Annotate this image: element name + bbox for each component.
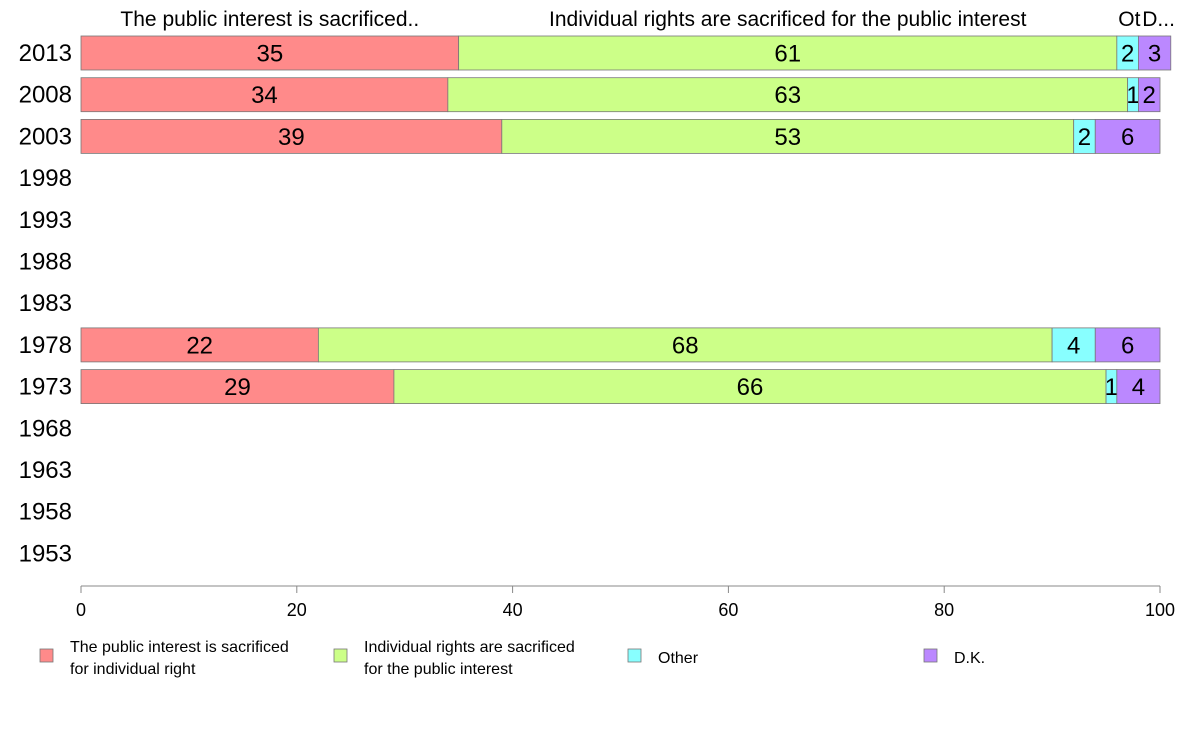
bar-value-label: 22 [186,332,213,359]
year-label: 1958 [19,499,72,526]
year-label: 1953 [19,540,72,567]
x-tick-label: 80 [934,600,954,620]
legend-swatch [627,648,642,663]
legend-label: The public interest is sacrificed [70,639,289,656]
bar-segment [80,77,449,113]
bar-segment [80,119,503,154]
year-label: 1968 [19,415,72,442]
bar-segment [80,369,395,405]
bar-value-label: 1 [1126,82,1139,109]
bar-segment [1138,77,1161,113]
bar-segment [501,119,1075,154]
bar-value-label: 4 [1067,332,1080,359]
bar-value-label: 63 [774,82,801,109]
x-tick-label: 100 [1145,600,1175,620]
bar-segment [80,327,319,363]
legend-label: Individual rights are sacrificed [364,639,575,656]
bar-value-label: 2 [1078,124,1091,151]
x-tick-label: 0 [76,600,86,620]
bar-value-label: 6 [1121,332,1134,359]
year-label: 1988 [19,249,72,276]
bar-value-label: 66 [737,374,764,401]
series-header: D... [1142,8,1175,31]
series-header: The public interest is sacrificed.. [120,8,419,31]
series-header: Individual rights are sacrificed for the… [549,8,1027,31]
legend-label: for the public interest [364,661,513,678]
bar-segment [393,369,1107,405]
year-label: 2013 [19,40,72,67]
year-label: 1998 [19,165,72,192]
series-header: Ot [1118,8,1140,31]
bar-value-label: 35 [256,41,283,68]
legend-swatch [923,648,938,663]
bar-value-label: 3 [1148,41,1161,68]
bar-segment [447,77,1129,113]
x-tick-label: 40 [503,600,523,620]
bar-value-label: 6 [1121,124,1134,151]
bar-segment [1094,327,1161,363]
bar-value-label: 29 [224,374,251,401]
year-label: 2003 [19,123,72,150]
year-label: 1983 [19,290,72,317]
bar-value-label: 2 [1121,41,1134,68]
bar-segment [1116,369,1161,405]
bar-value-label: 39 [278,124,305,151]
bar-segment [1094,119,1161,154]
year-label: 1963 [19,457,72,484]
bar-segment [458,35,1118,71]
x-tick-label: 60 [718,600,738,620]
legend-swatch [39,648,54,663]
year-label: 1993 [19,207,72,234]
bar-value-label: 34 [251,82,278,109]
legend-label: for individual right [70,661,196,678]
year-label: 2008 [19,82,72,109]
bar-value-label: 61 [774,41,801,68]
bar-value-label: 2 [1143,82,1156,109]
bar-value-label: 4 [1132,374,1145,401]
legend-swatch [333,648,348,663]
bar-value-label: 1 [1105,374,1118,401]
legend-label: D.K. [954,650,985,667]
year-label: 1973 [19,374,72,401]
legend-label: Other [658,650,699,667]
bar-segment [1138,35,1172,71]
bar-segment [317,327,1053,363]
x-tick-label: 20 [287,600,307,620]
bar-value-label: 53 [774,124,801,151]
year-label: 1978 [19,332,72,359]
bar-value-label: 68 [672,332,699,359]
bar-segment [80,35,460,71]
